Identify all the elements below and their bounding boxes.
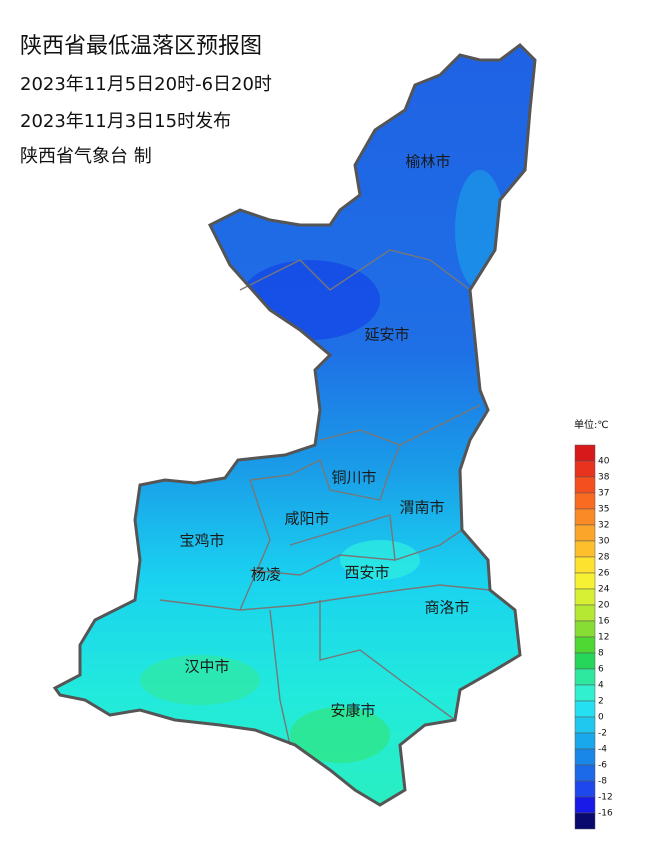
legend-unit: 单位:℃ [574, 418, 609, 431]
legend-swatch [574, 652, 596, 670]
map-title: 陕西省最低温落区预报图 [20, 34, 262, 59]
legend-level: 40 [598, 457, 610, 467]
legend-level: -2 [598, 729, 607, 739]
legend-swatch [574, 588, 596, 606]
legend-level: 37 [598, 489, 609, 499]
legend-swatch [574, 764, 596, 782]
city-label: 宝鸡市 [179, 532, 224, 550]
legend-swatch [574, 476, 596, 494]
legend-swatch [574, 668, 596, 686]
legend-swatch [574, 684, 596, 702]
city-label: 汉中市 [184, 658, 229, 676]
legend-level: -6 [598, 761, 607, 771]
legend-level: 20 [598, 601, 610, 611]
city-label: 渭南市 [399, 499, 444, 517]
city-label: 西安市 [344, 564, 389, 582]
city-label: 咸阳市 [284, 510, 329, 528]
city-label: 铜川市 [331, 469, 376, 487]
legend-swatch [574, 524, 596, 542]
legend-level: -4 [598, 745, 607, 755]
city-label: 安康市 [330, 702, 375, 720]
legend-level: -16 [598, 809, 613, 819]
legend-level: -12 [598, 793, 613, 803]
district-borders [159, 249, 491, 746]
legend-level: 30 [598, 537, 610, 547]
legend-swatch [574, 732, 596, 750]
legend-swatch [574, 620, 596, 638]
legend-level: 6 [598, 665, 604, 675]
legend-level: 16 [598, 617, 610, 627]
legend-swatch [574, 556, 596, 574]
legend-swatch [574, 444, 596, 462]
legend-level: 26 [598, 569, 610, 579]
legend-swatch [574, 812, 596, 830]
legend-swatch [574, 492, 596, 510]
legend-swatch [574, 508, 596, 526]
legend-level: 0 [598, 713, 604, 723]
valid-period: 2023年11月5日20时-6日20时 [20, 74, 272, 95]
legend-level: 38 [598, 473, 610, 483]
legend-level: 24 [598, 585, 610, 595]
legend-swatch [574, 460, 596, 478]
legend-swatch [574, 572, 596, 590]
legend-level: 32 [598, 521, 609, 531]
legend-swatch [574, 700, 596, 718]
legend-swatch [574, 780, 596, 798]
city-label: 延安市 [364, 326, 409, 344]
legend-level: 2 [598, 697, 604, 707]
legend-swatch [574, 540, 596, 558]
legend-swatch [574, 748, 596, 766]
city-label: 商洛市 [424, 599, 469, 617]
city-label: 杨凌 [251, 566, 281, 584]
legend-level: -8 [598, 777, 607, 787]
legend-level: 12 [598, 633, 609, 643]
issuer: 陕西省气象台 制 [20, 146, 152, 167]
legend-level: 35 [598, 505, 609, 515]
legend-level: 8 [598, 649, 604, 659]
issue-time: 2023年11月3日15时发布 [20, 111, 231, 132]
legend-swatch [574, 604, 596, 622]
legend-swatch [574, 716, 596, 734]
legend-swatch [574, 636, 596, 654]
city-label: 榆林市 [405, 153, 450, 171]
legend-level: 4 [598, 681, 604, 691]
legend-level: 28 [598, 553, 610, 563]
legend-swatch [574, 796, 596, 814]
